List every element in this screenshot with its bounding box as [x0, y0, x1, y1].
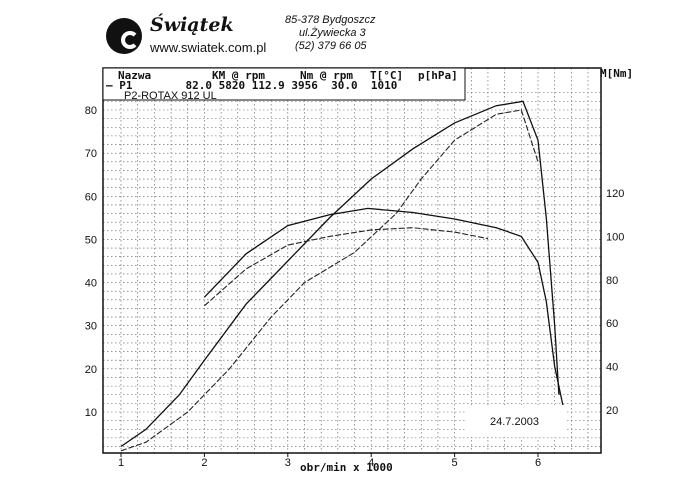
- y-right-tick-label: 20: [606, 405, 618, 417]
- x-tick-label: 3: [285, 457, 291, 469]
- y-left-tick-label: 30: [85, 321, 97, 333]
- x-tick-label: 6: [535, 457, 541, 469]
- logo-url: www.swiatek.com.pl: [150, 40, 267, 55]
- address-line-3: (52) 379 66 05: [295, 40, 367, 52]
- address-line-1: 85-378 Bydgoszcz: [285, 14, 376, 26]
- company-address: 85-378 Bydgoszcz ul.Żywiecka 3 (52) 379 …: [285, 14, 376, 53]
- date-box: [465, 405, 565, 437]
- series-line-power-p1: [120, 100, 560, 448]
- address-line-2: ul.Żywiecka 3: [299, 27, 366, 39]
- y-right-tick-label: 60: [606, 318, 618, 330]
- logo-name: Świątek: [150, 14, 234, 36]
- y-left-tick-label: 10: [85, 407, 97, 419]
- x-tick-label: 5: [452, 457, 458, 469]
- x-tick-label: 2: [201, 457, 207, 469]
- y-left-tick-label: 60: [85, 191, 97, 203]
- y-left-tick-label: 50: [85, 234, 97, 246]
- legend-box: [102, 67, 466, 101]
- right-axis-label: M[Nm]: [600, 67, 633, 80]
- y-right-tick-label: 100: [606, 231, 624, 243]
- x-tick-label: 1: [118, 457, 124, 469]
- legend-col-torque: Nm @ rpm: [300, 69, 353, 82]
- legend-row-2: P2-ROTAX 912 UL: [124, 90, 217, 102]
- legend-col-power: KM @ rpm: [212, 69, 265, 82]
- ticks-layer: 1 2 3 4 5 6 10 20 30 40 50 60 70 80 20 40 60 80 100 120: [85, 105, 625, 469]
- logo-emblem-icon: [106, 18, 142, 54]
- legend-col-name: Nazwa: [118, 69, 151, 82]
- date-label: 24.7.2003: [490, 416, 539, 428]
- y-right-tick-label: 40: [606, 362, 618, 374]
- y-right-tick-label: 80: [606, 275, 618, 287]
- series-layer: [120, 100, 564, 452]
- y-left-tick-label: 40: [85, 278, 97, 290]
- x-tick-label: 4: [368, 457, 374, 469]
- x-axis-label: obr/min x 1000: [300, 461, 393, 474]
- y-right-tick-label: 120: [606, 188, 624, 200]
- series-line-torque-p2: [204, 227, 489, 307]
- y-left-tick-label: 70: [85, 148, 97, 160]
- series-line-torque-p1: [203, 207, 564, 406]
- legend-row-1: — P1 82.0 5820 112.9 3956 30.0 1010: [106, 79, 397, 92]
- company-logo: Świątek www.swiatek.com.pl: [100, 12, 280, 60]
- legend-col-temp: T[°C]: [370, 69, 403, 82]
- y-left-tick-label: 80: [85, 105, 97, 117]
- legend-col-pressure: p[hPa]: [418, 69, 458, 82]
- y-left-tick-label: 20: [85, 364, 97, 376]
- series-line-power-p2: [120, 109, 539, 452]
